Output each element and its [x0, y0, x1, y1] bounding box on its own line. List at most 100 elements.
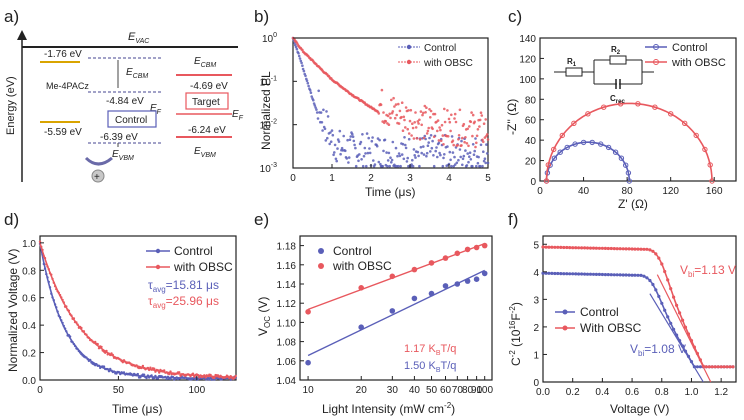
pl-control-point — [402, 157, 406, 161]
legend-e-obsc-marker — [318, 263, 324, 269]
decay-obsc-point — [146, 366, 150, 370]
pl-control-point — [383, 138, 387, 142]
pl-obsc-point — [454, 120, 458, 124]
voc-obsc-point — [358, 285, 365, 291]
pl-obsc-point — [386, 114, 390, 118]
nyquist-control-point — [605, 144, 612, 151]
legend-d-obsc: with OBSC — [173, 260, 233, 274]
pl-control-point — [406, 156, 410, 160]
e-xtick-label: 10 — [303, 385, 315, 396]
decay-obsc-point — [62, 301, 65, 304]
pl-control-point — [378, 138, 381, 142]
ms-control-point — [657, 294, 661, 298]
pl-obsc-point — [379, 103, 383, 107]
panel-f-plot — [541, 245, 735, 383]
pl-control-point — [385, 151, 388, 154]
decay-control-point — [95, 363, 98, 366]
pl-control-point — [414, 156, 417, 159]
e-xtick-label: 60 — [440, 385, 452, 396]
decay-control-point — [136, 372, 139, 376]
ms-control-point — [541, 271, 545, 275]
circuit-cap-gap — [617, 80, 619, 88]
e-xtick-label: 90 — [471, 385, 483, 396]
decay-obsc-point — [140, 366, 143, 370]
pl-control-point — [465, 164, 469, 167]
pl-control-point — [422, 153, 426, 156]
pl-control-point — [363, 146, 367, 150]
f-ytick-label: 4 — [533, 268, 539, 279]
pl-control-point — [377, 160, 381, 164]
f-xtick-label: 0.2 — [566, 387, 580, 398]
pl-control-point — [314, 106, 317, 109]
pl-control-point — [345, 157, 349, 160]
ms-obsc-point — [654, 252, 658, 256]
decay-control-point — [46, 276, 49, 279]
pl-control-point — [453, 155, 456, 159]
decay-obsc-point — [38, 240, 42, 243]
pl-obsc-point — [464, 136, 467, 139]
ms-obsc-point — [544, 245, 548, 249]
tgt-box-label: Target — [192, 97, 220, 108]
pl-obsc-point — [407, 132, 411, 135]
pl-obsc-point — [408, 119, 412, 123]
pl-control-point — [439, 153, 442, 157]
pl-obsc-point — [462, 122, 466, 126]
pl-obsc-point — [384, 120, 388, 123]
pl-obsc-point — [404, 106, 408, 109]
decay-obsc-point — [111, 353, 115, 357]
nyquist-obsc-point — [652, 104, 658, 110]
pl-control-point — [294, 43, 297, 47]
pl-control-point — [450, 135, 454, 138]
decay-obsc-point — [58, 293, 62, 297]
b-ytick-exp: -3 — [271, 162, 277, 169]
panel-a-label: a) — [4, 7, 19, 26]
b-ytick-exp: -2 — [271, 119, 277, 126]
decay-obsc-point — [43, 256, 47, 260]
ms-control-point — [600, 272, 605, 277]
legend-c-obsc: with OBSC — [671, 57, 726, 69]
pl-control-point — [332, 153, 335, 157]
decay-control-point — [208, 378, 211, 381]
ms-obsc-point — [577, 246, 581, 250]
pl-control-point — [301, 64, 304, 67]
nyquist-control-point — [623, 162, 629, 168]
voc-control-point — [389, 308, 396, 314]
pl-control-point — [413, 154, 417, 157]
ms-obsc-point — [630, 247, 634, 251]
d-ytick-label: 0.0 — [22, 376, 36, 387]
pl-control-point — [401, 142, 405, 146]
ms-obsc-point — [639, 247, 643, 251]
pl-obsc-point — [433, 112, 437, 116]
decay-control-point — [50, 292, 53, 295]
pl-control-point — [326, 115, 330, 118]
pl-control-point — [309, 91, 313, 94]
decay-control-point — [119, 372, 122, 376]
decay-control-point — [89, 358, 92, 362]
e-ytick-label: 1.18 — [277, 242, 297, 253]
ms-control-point — [642, 274, 646, 278]
panel-e-plot — [305, 242, 488, 366]
ms-obsc-point — [621, 247, 625, 251]
pl-control-point — [483, 157, 487, 160]
pl-obsc-point — [443, 120, 447, 124]
legend-d-control-marker — [155, 248, 161, 254]
pl-control-point — [347, 161, 350, 164]
ms-control-tangent — [649, 293, 704, 383]
pl-obsc-point — [411, 122, 414, 125]
ms-obsc-point — [580, 246, 584, 250]
panel-d-plot — [38, 240, 237, 381]
decay-obsc-point — [228, 377, 231, 380]
ms-obsc-point — [648, 248, 652, 252]
ms-control-point — [666, 315, 670, 319]
decay-control-point — [76, 348, 79, 351]
pl-control-point — [315, 108, 318, 111]
panel-d-frame — [39, 235, 237, 381]
ms-control-point — [547, 271, 551, 275]
decay-obsc-point — [209, 373, 212, 377]
pl-obsc-point — [442, 143, 445, 146]
ms-obsc-point — [588, 246, 593, 250]
pl-obsc-point — [398, 109, 402, 113]
pl-control-point — [400, 153, 404, 156]
pl-obsc-point — [397, 102, 400, 106]
decay-obsc-point — [158, 371, 161, 374]
